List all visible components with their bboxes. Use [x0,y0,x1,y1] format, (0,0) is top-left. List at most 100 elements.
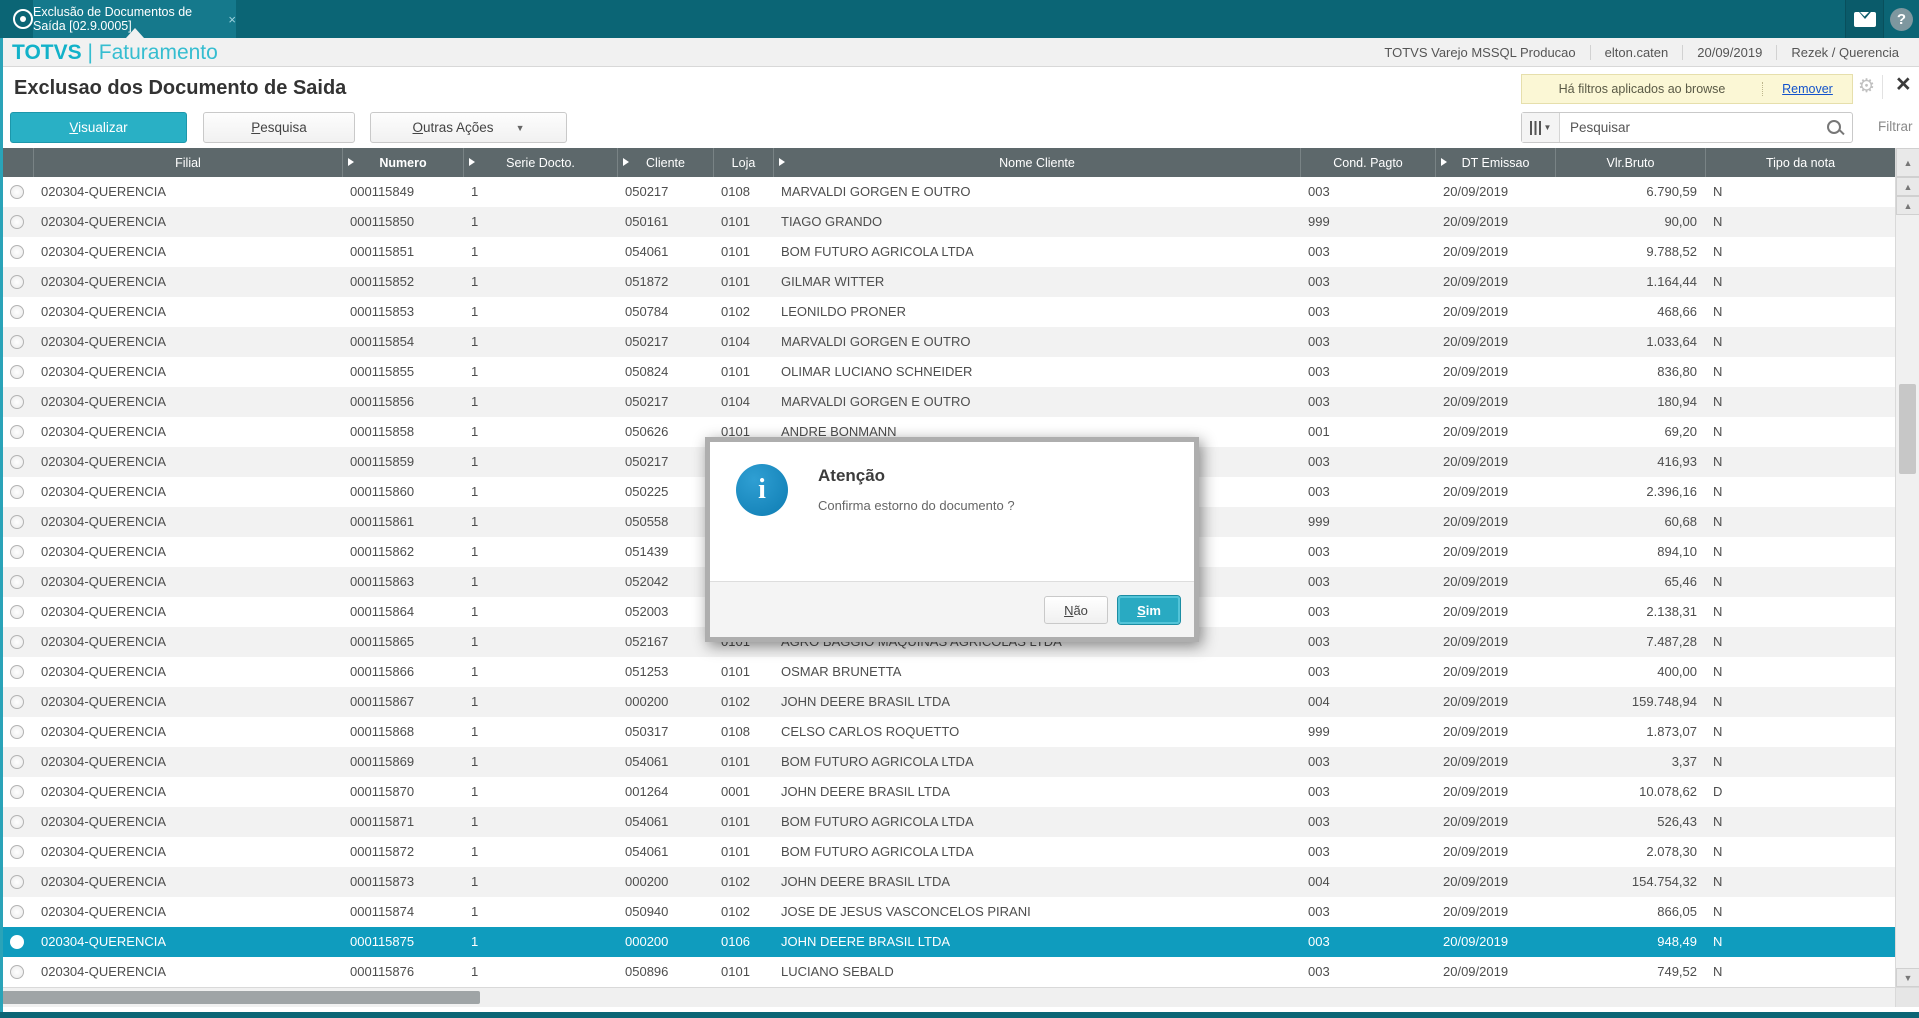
row-radio[interactable] [9,905,24,919]
dialog-footer: Não Sim [710,581,1194,637]
table-row[interactable]: 020304-QUERENCIA 000115853 1 050784 0102 LEON… [0,297,1895,327]
table-row[interactable]: 020304-QUERENCIA 000115869 1 054061 0101 BOM … [0,747,1895,777]
remove-filter[interactable]: Remover [1762,82,1852,96]
horizontal-scrollbar[interactable] [0,987,1895,1007]
row-radio[interactable] [9,305,24,319]
row-radio[interactable] [9,875,24,889]
table-row[interactable]: 020304-QUERENCIA 000115867 1 000200 0102 JOHN… [0,687,1895,717]
scroll-top-icon[interactable]: ▲ [1896,148,1919,177]
column-header-cliente[interactable]: Cliente [617,148,713,177]
table-row[interactable]: 020304-QUERENCIA 000115875 1 000200 0106 JOHN… [0,927,1895,957]
table-row[interactable]: 020304-QUERENCIA 000115870 1 001264 0001 JOHN… [0,777,1895,807]
table-row[interactable]: 020304-QUERENCIA 000115850 1 050161 0101 TIAG… [0,207,1895,237]
nao-button[interactable]: Não [1044,596,1108,624]
divider [1882,75,1883,99]
filtrar-label[interactable]: Filtrar [1878,119,1913,134]
row-radio[interactable] [9,965,24,979]
table-row[interactable]: 020304-QUERENCIA 000115858 1 050626 0101 ANDR… [0,417,1895,447]
help-button[interactable]: ? [1884,0,1919,38]
row-radio[interactable] [9,455,24,469]
cell-valor: 894,10 [1657,544,1697,559]
company-label: Rezek / Querencia [1776,45,1913,60]
column-header-cond-pagto[interactable]: Cond. Pagto [1300,148,1435,177]
scroll-down-icon[interactable]: ▼ [1896,968,1919,987]
table-row[interactable]: 020304-QUERENCIA 000115873 1 000200 0102 JOHN… [0,867,1895,897]
table-row[interactable]: 020304-QUERENCIA 000115855 1 050824 0101 OLIM… [0,357,1895,387]
cell-nome: LEONILDO PRONER [781,304,906,319]
column-header-radio[interactable] [0,148,33,177]
table-row[interactable]: 020304-QUERENCIA 000115871 1 054061 0101 BOM … [0,807,1895,837]
cell-serie: 1 [471,274,479,289]
search-icon[interactable] [1822,113,1852,142]
table-row[interactable]: 020304-QUERENCIA 000115849 1 050217 0108 MARV… [0,177,1895,207]
column-header-numero[interactable]: Numero [342,148,463,177]
scroll-up2-icon[interactable]: ▲ [1896,196,1919,215]
row-radio[interactable] [9,215,24,229]
scroll-up-icon[interactable]: ▲ [1896,177,1919,196]
row-radio[interactable] [9,725,24,739]
row-radio[interactable] [9,605,24,619]
row-radio[interactable] [9,365,24,379]
row-radio[interactable] [9,545,24,559]
row-radio[interactable] [9,575,24,589]
sim-button[interactable]: Sim [1117,595,1181,625]
row-radio[interactable] [9,815,24,829]
row-radio[interactable] [9,185,24,199]
row-radio[interactable] [9,785,24,799]
visualizar-button[interactable]: Visualizar [10,112,187,143]
table-row[interactable]: 020304-QUERENCIA 000115854 1 050217 0104 MARV… [0,327,1895,357]
search-column-selector[interactable]: ▼ [1522,113,1560,142]
cell-numero: 000115869 [350,754,415,769]
vertical-scroll-thumb[interactable] [1899,384,1916,474]
cell-numero: 000115872 [350,844,415,859]
row-radio[interactable] [9,755,24,769]
cell-emissao: 20/09/2019 [1443,214,1509,229]
vertical-scrollbar[interactable]: ▲ ▲ ▲ ▼ [1895,148,1919,987]
row-radio[interactable] [9,425,24,439]
table-row[interactable]: 020304-QUERENCIA 000115866 1 051253 0101 OSMA… [0,657,1895,687]
settings-gear-icon[interactable]: ⚙ [1858,76,1876,97]
session-info: TOTVS Varejo MSSQL Producao elton.caten … [1370,38,1913,67]
table-row[interactable]: 020304-QUERENCIA 000115874 1 050940 0102 JOSE… [0,897,1895,927]
row-radio[interactable] [9,515,24,529]
column-header-nome-cliente[interactable]: Nome Cliente [773,148,1300,177]
table-row[interactable]: 020304-QUERENCIA 000115872 1 054061 0101 BOM … [0,837,1895,867]
column-header-vlr-bruto[interactable]: Vlr.Bruto [1555,148,1705,177]
table-row[interactable]: 020304-QUERENCIA 000115851 1 054061 0101 BOM … [0,237,1895,267]
tab-close-icon[interactable]: × [228,11,236,27]
column-header-tipo-da-nota[interactable]: Tipo da nota [1705,148,1895,177]
cell-cliente: 050558 [625,514,669,529]
remove-filter-link[interactable]: Remover [1782,82,1833,96]
row-radio[interactable] [9,695,24,709]
tab-active-notch [126,28,144,38]
column-header-loja[interactable]: Loja [713,148,773,177]
row-radio[interactable] [9,395,24,409]
row-radio[interactable] [9,845,24,859]
row-radio[interactable] [9,335,24,349]
table-row[interactable]: 020304-QUERENCIA 000115868 1 050317 0108 CELS… [0,717,1895,747]
cell-nome: JOHN DEERE BRASIL LTDA [781,874,951,889]
cell-cond: 003 [1308,304,1330,319]
search-input[interactable] [1560,113,1822,142]
row-radio[interactable] [9,245,24,259]
cell-filial: 020304-QUERENCIA [41,964,166,979]
table-row[interactable]: 020304-QUERENCIA 000115852 1 051872 0101 GILM… [0,267,1895,297]
column-header-serie-docto-[interactable]: Serie Docto. [463,148,617,177]
row-radio[interactable] [9,935,24,949]
table-row[interactable]: 020304-QUERENCIA 000115876 1 050896 0101 LUCI… [0,957,1895,987]
table-row[interactable]: 020304-QUERENCIA 000115856 1 050217 0104 MARV… [0,387,1895,417]
row-radio[interactable] [9,635,24,649]
row-radio[interactable] [9,665,24,679]
outras-acoes-button[interactable]: Outras Ações ▼ [370,112,567,143]
row-radio[interactable] [9,275,24,289]
close-routine-button[interactable]: × [1896,70,1911,98]
column-header-dt-emissao[interactable]: DT Emissao [1435,148,1555,177]
cell-filial: 020304-QUERENCIA [41,664,166,679]
column-header-filial[interactable]: Filial [33,148,342,177]
horizontal-scroll-thumb[interactable] [2,991,480,1004]
row-radio[interactable] [9,485,24,499]
cell-tipo: D [1713,784,1723,799]
pesquisa-button[interactable]: Pesquisa [203,112,355,143]
mail-button[interactable] [1845,0,1884,38]
cell-serie: 1 [471,724,479,739]
